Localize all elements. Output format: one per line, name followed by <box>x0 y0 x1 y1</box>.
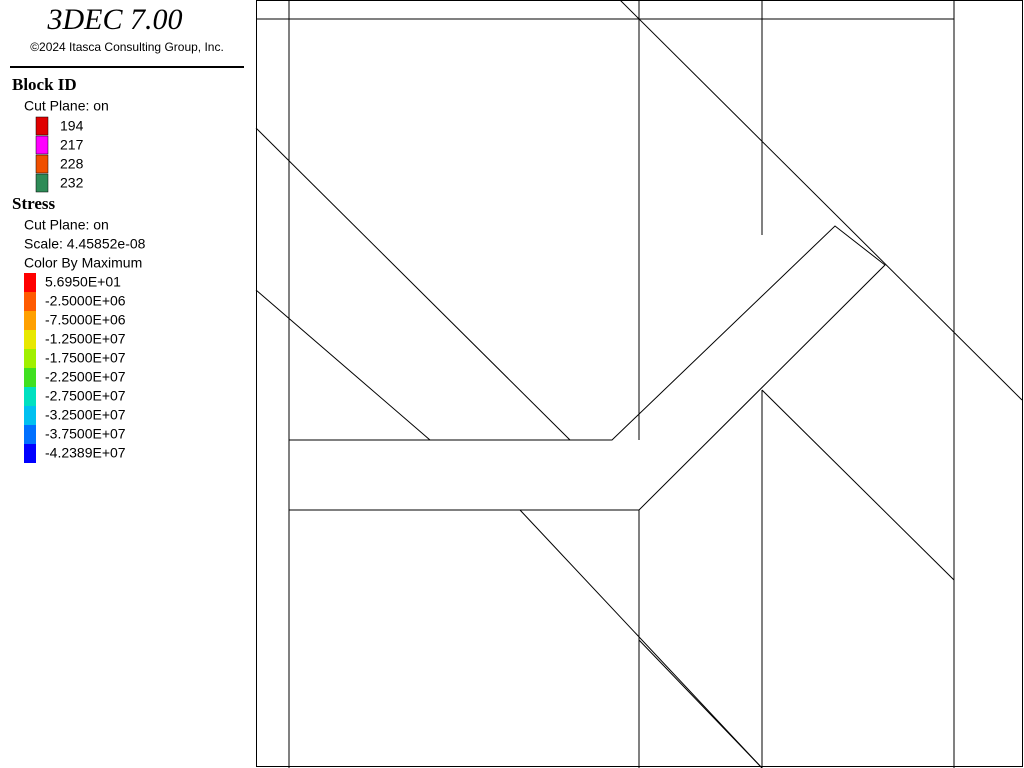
stress-legend-title: Stress <box>12 194 56 213</box>
stress-swatch <box>24 330 36 349</box>
stress-label: -3.2500E+07 <box>45 407 126 423</box>
block-geometry <box>255 0 1023 768</box>
block-legend-title: Block ID <box>12 75 77 94</box>
stress-swatch <box>24 444 36 463</box>
stress-legend-line: Cut Plane: on <box>24 217 109 233</box>
app-title: 3DEC 7.00 <box>47 3 183 36</box>
stress-legend-line: Color By Maximum <box>24 255 142 271</box>
stress-legend-line: Scale: 4.45852e-08 <box>24 236 146 252</box>
block-swatch <box>35 135 49 155</box>
stress-label: -2.5000E+06 <box>45 293 126 309</box>
stress-swatch <box>24 292 36 311</box>
block-legend-subtitle: Cut Plane: on <box>24 98 109 114</box>
stress-label: -2.2500E+07 <box>45 369 126 385</box>
block-label: 217 <box>60 137 84 153</box>
block-label: 194 <box>60 118 84 134</box>
stress-swatch <box>24 425 36 444</box>
stress-swatch <box>24 368 36 387</box>
block-swatch <box>35 173 49 193</box>
block-swatch <box>35 154 49 174</box>
stress-swatch <box>24 349 36 368</box>
block-swatch <box>35 116 49 136</box>
stress-swatch <box>24 311 36 330</box>
copyright: ©2024 Itasca Consulting Group, Inc. <box>30 40 224 54</box>
block-label: 228 <box>60 156 84 172</box>
stress-label: -4.2389E+07 <box>45 445 126 461</box>
stress-swatch <box>24 406 36 425</box>
stress-swatch <box>24 273 36 292</box>
stress-label: -7.5000E+06 <box>45 312 126 328</box>
stress-label: -1.7500E+07 <box>45 350 126 366</box>
stress-swatch <box>24 387 36 406</box>
stress-label: -2.7500E+07 <box>45 388 126 404</box>
stress-label: 5.6950E+01 <box>45 274 121 290</box>
stress-label: -3.7500E+07 <box>45 426 126 442</box>
stress-label: -1.2500E+07 <box>45 331 126 347</box>
block-label: 232 <box>60 175 84 191</box>
